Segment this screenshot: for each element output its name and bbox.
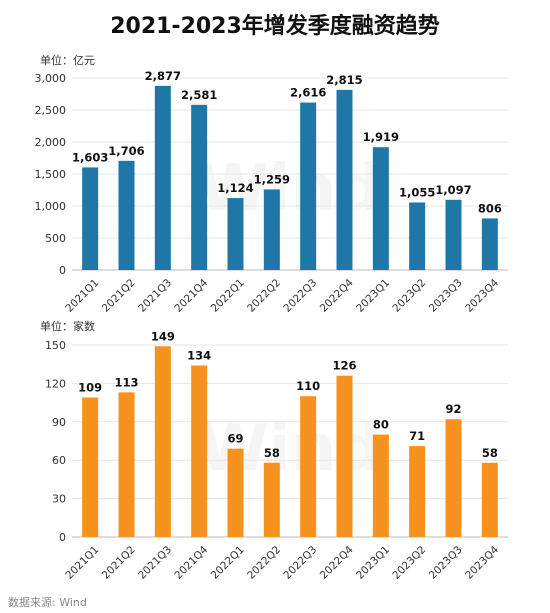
- count-bar: [227, 448, 244, 537]
- amount-category-label: 2022Q2: [245, 277, 283, 315]
- count-value-label: 109: [78, 380, 102, 394]
- amount-value-label: 1,706: [108, 144, 144, 158]
- source-note: 数据来源: Wind: [8, 596, 87, 609]
- amount-unit-label: 单位：亿元: [40, 53, 95, 67]
- count-category-label: 2022Q4: [318, 544, 356, 582]
- amount-bar: [263, 189, 280, 270]
- count-bar: [300, 396, 317, 537]
- amount-ytick-label: 2,500: [35, 104, 67, 117]
- count-category-label: 2023Q4: [463, 544, 501, 582]
- count-value-label: 58: [264, 446, 280, 460]
- amount-value-label: 1,124: [217, 181, 253, 195]
- amount-category-label: 2022Q3: [281, 277, 319, 315]
- count-category-label: 2021Q3: [136, 544, 174, 582]
- count-ytick-label: 90: [52, 416, 66, 429]
- count-value-label: 69: [227, 432, 243, 446]
- count-bar: [263, 462, 280, 537]
- amount-bar: [118, 160, 135, 270]
- amount-category-label: 2023Q4: [463, 277, 501, 315]
- count-bar: [445, 419, 462, 537]
- page-title: 2021-2023年增发季度融资趋势: [110, 14, 440, 39]
- count-value-label: 71: [409, 429, 425, 443]
- amount-category-label: 2021Q4: [172, 277, 210, 315]
- amount-category-label: 2023Q2: [390, 277, 428, 315]
- count-value-label: 92: [445, 402, 461, 416]
- amount-bar: [372, 147, 389, 270]
- amount-ytick-label: 1,000: [35, 200, 67, 213]
- amount-bar: [445, 199, 462, 270]
- count-value-label: 134: [187, 348, 211, 362]
- amount-ytick-label: 3,000: [35, 72, 67, 85]
- amount-value-label: 2,877: [145, 69, 181, 83]
- count-category-label: 2023Q2: [390, 544, 428, 582]
- amount-ytick-label: 1,500: [35, 168, 67, 181]
- amount-bar: [336, 89, 353, 270]
- count-bar: [481, 462, 498, 537]
- count-bar: [409, 446, 426, 537]
- amount-value-label: 2,581: [181, 88, 217, 102]
- amount-bar: [300, 102, 317, 271]
- count-value-label: 58: [482, 446, 498, 460]
- amount-value-label: 1,259: [254, 172, 290, 186]
- count-category-label: 2021Q1: [63, 544, 101, 582]
- amount-bar: [227, 198, 244, 270]
- amount-bar: [82, 167, 99, 270]
- amount-value-label: 1,055: [399, 185, 435, 199]
- amount-ytick-label: 500: [45, 232, 66, 245]
- count-bar: [82, 397, 99, 537]
- count-ytick-label: 60: [52, 454, 66, 467]
- count-category-label: 2021Q2: [100, 544, 138, 582]
- count-bar: [154, 346, 171, 537]
- count-category-label: 2022Q2: [245, 544, 283, 582]
- count-category-label: 2021Q4: [172, 544, 210, 582]
- count-ytick-label: 30: [52, 493, 66, 506]
- amount-ytick-label: 0: [59, 264, 66, 277]
- amount-category-label: 2023Q1: [354, 277, 392, 315]
- amount-value-label: 1,919: [363, 130, 399, 144]
- amount-category-label: 2022Q4: [318, 277, 356, 315]
- count-value-label: 113: [114, 375, 138, 389]
- amount-ytick-label: 2,000: [35, 136, 67, 149]
- amount-category-label: 2023Q3: [427, 277, 465, 315]
- amount-category-label: 2021Q3: [136, 277, 174, 315]
- amount-category-label: 2022Q1: [209, 277, 247, 315]
- amount-category-label: 2021Q1: [63, 277, 101, 315]
- amount-value-label: 1,097: [435, 183, 471, 197]
- count-bar: [336, 375, 353, 537]
- count-watermark: Wind: [198, 412, 382, 486]
- count-category-label: 2022Q3: [281, 544, 319, 582]
- count-bar: [191, 365, 208, 537]
- amount-category-label: 2021Q2: [100, 277, 138, 315]
- amount-bar: [154, 85, 171, 270]
- count-ytick-label: 150: [45, 339, 66, 352]
- count-ytick-label: 120: [45, 377, 66, 390]
- count-value-label: 80: [373, 418, 389, 432]
- count-bar: [118, 392, 135, 537]
- amount-bar: [481, 218, 498, 270]
- count-value-label: 110: [296, 379, 320, 393]
- amount-value-label: 2,815: [326, 73, 362, 87]
- count-category-label: 2023Q1: [354, 544, 392, 582]
- amount-bar: [191, 104, 208, 270]
- count-value-label: 126: [332, 359, 356, 373]
- count-unit-label: 单位：家数: [40, 319, 95, 333]
- amount-value-label: 1,603: [72, 150, 108, 164]
- count-category-label: 2022Q1: [209, 544, 247, 582]
- amount-value-label: 2,616: [290, 86, 326, 100]
- amount-bar: [409, 202, 426, 270]
- count-category-label: 2023Q3: [427, 544, 465, 582]
- count-ytick-label: 0: [59, 531, 66, 544]
- amount-value-label: 806: [478, 201, 502, 215]
- count-value-label: 149: [151, 329, 175, 343]
- count-bar: [372, 434, 389, 537]
